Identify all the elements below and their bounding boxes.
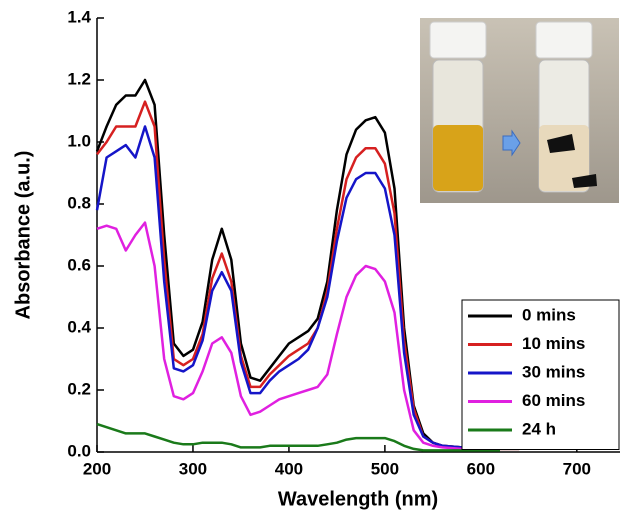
x-tick-label: 600 — [467, 459, 495, 478]
legend-label: 24 h — [522, 419, 556, 438]
x-tick-label: 500 — [371, 459, 399, 478]
y-tick-label: 0.0 — [67, 441, 91, 460]
y-tick-label: 0.2 — [67, 379, 91, 398]
x-tick-label: 300 — [179, 459, 207, 478]
x-axis-label: Wavelength (nm) — [278, 488, 438, 510]
legend-label: 0 mins — [522, 305, 576, 324]
legend-label: 30 mins — [522, 362, 585, 381]
x-tick-label: 700 — [563, 459, 591, 478]
legend-label: 60 mins — [522, 391, 585, 410]
series-line — [97, 223, 500, 449]
y-tick-label: 0.8 — [67, 193, 91, 212]
y-tick-label: 0.4 — [67, 317, 91, 336]
x-tick-label: 200 — [83, 459, 111, 478]
y-tick-label: 1.4 — [67, 7, 91, 26]
chart: Absorbance (a.u.) Wavelength (nm) 0.0 0.2… — [0, 0, 621, 514]
y-axis-label: Absorbance (a.u.) — [12, 151, 34, 320]
inset-photo — [420, 18, 619, 203]
y-tick-label: 0.6 — [67, 255, 91, 274]
x-tick-label: 400 — [275, 459, 303, 478]
y-tick-label: 1.0 — [67, 131, 91, 150]
legend-label: 10 mins — [522, 334, 585, 353]
y-tick-label: 1.2 — [67, 69, 91, 88]
